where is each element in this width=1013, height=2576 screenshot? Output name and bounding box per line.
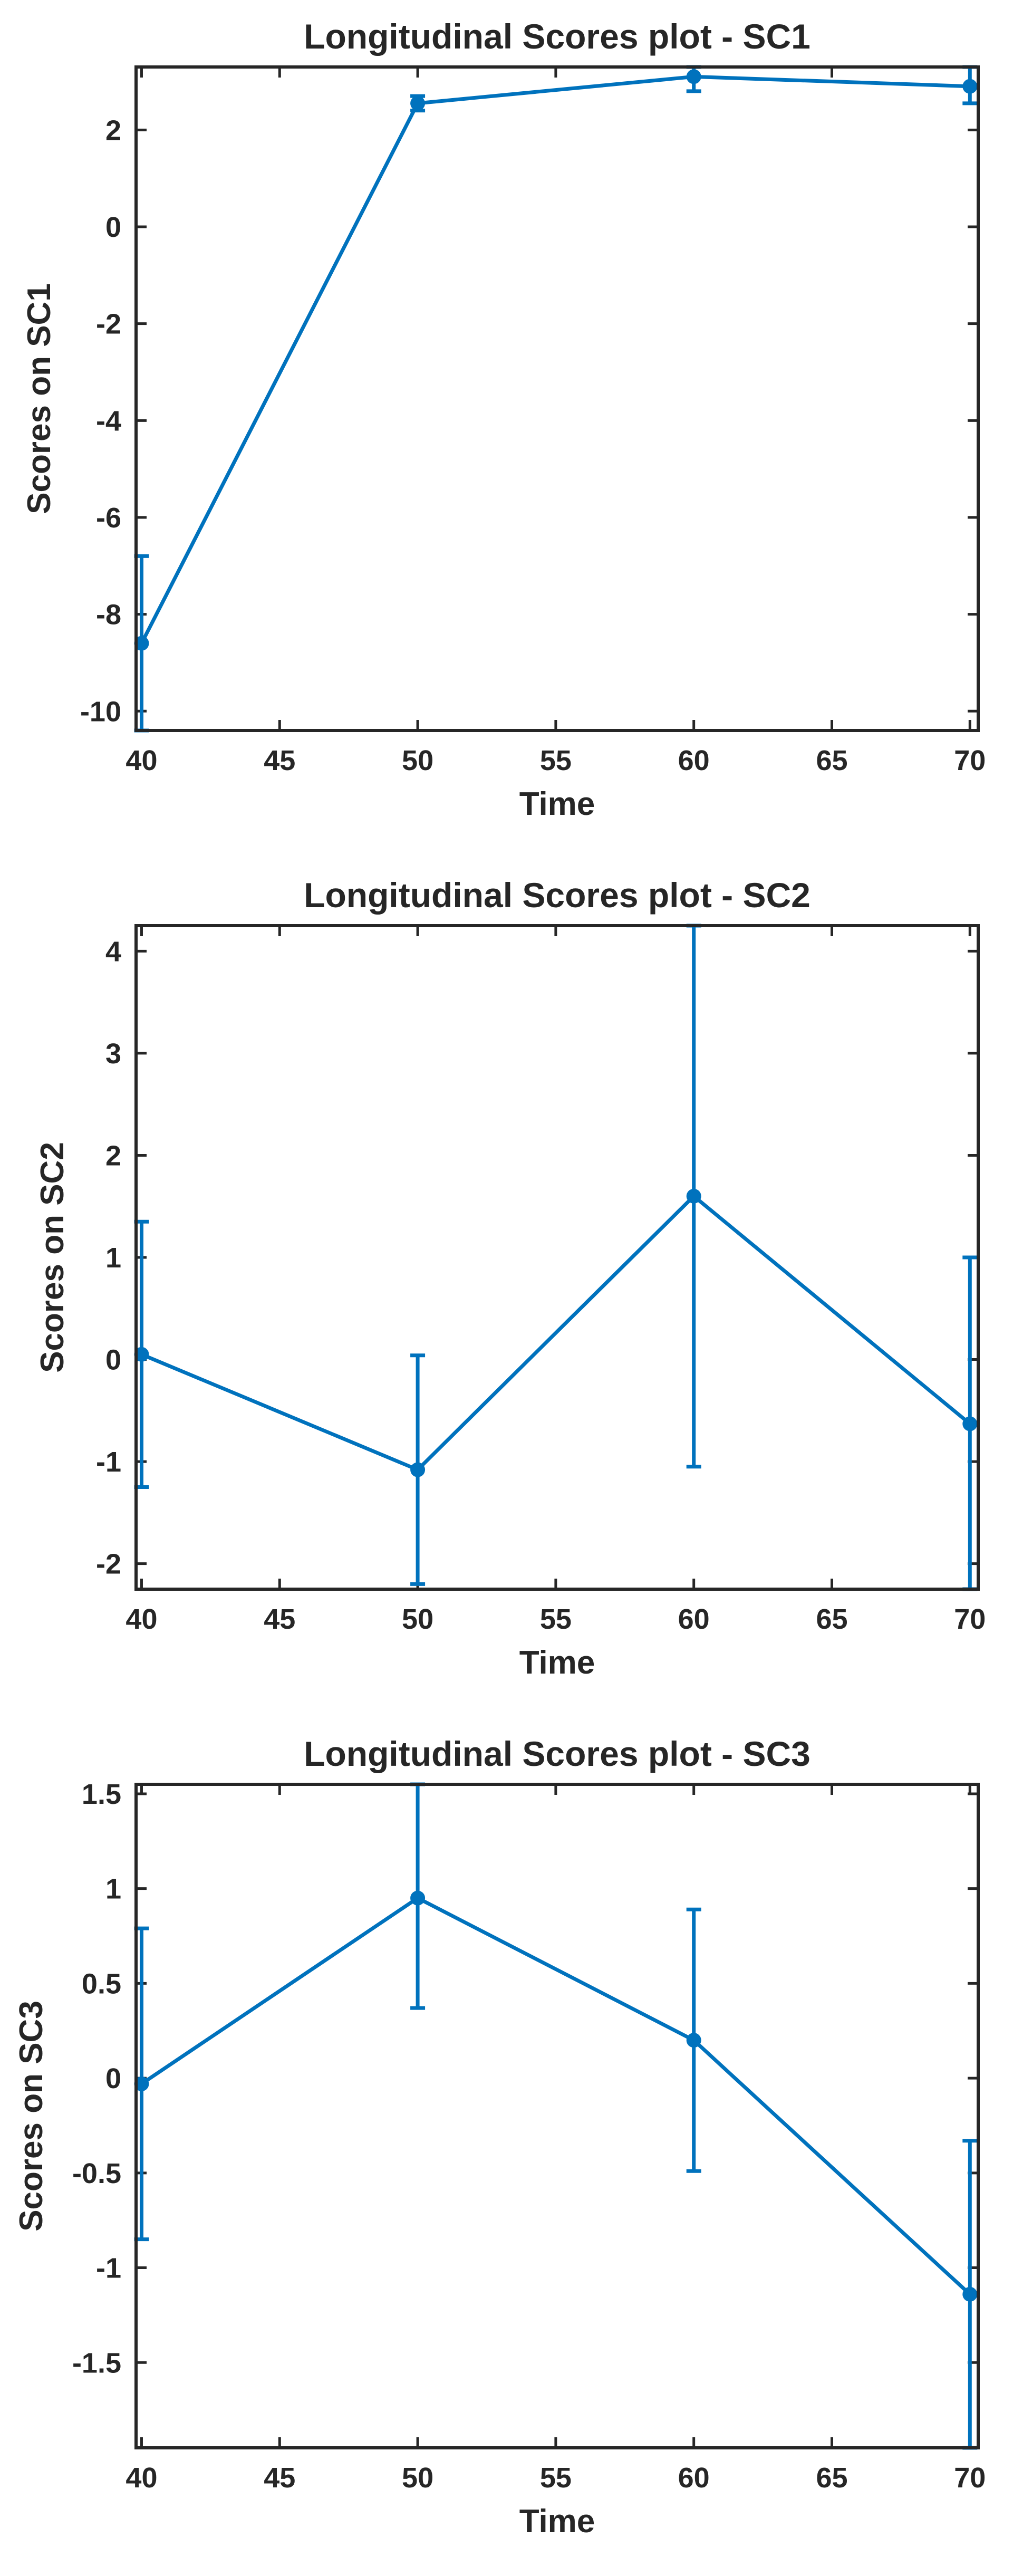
series-line: [140, 1896, 971, 2296]
x-tick-label: 70: [954, 745, 986, 776]
chart-title: Longitudinal Scores plot - SC3: [304, 1734, 811, 1773]
x-tick-label: 50: [402, 1603, 433, 1635]
plot-area-frame: [134, 1783, 980, 2449]
x-axis-label: Time: [519, 786, 595, 822]
x-tick-label: 50: [402, 2462, 433, 2494]
data-point: [134, 2076, 149, 2091]
sc2-scores-chart: Longitudinal Scores plot - SC2 Time Scores…: [34, 876, 986, 1681]
x-tick-label: 45: [264, 1603, 295, 1635]
x-tick-label: 65: [816, 745, 847, 776]
data-point: [134, 1347, 149, 1362]
data-point: [962, 1416, 978, 1431]
y-tick-label: -1: [96, 1446, 121, 1478]
x-tick-label: 70: [954, 2462, 986, 2494]
x-tick-label: 60: [678, 745, 710, 776]
data-point: [962, 2286, 978, 2302]
x-tick-label: 40: [126, 2462, 157, 2494]
plot-area-frame: [134, 65, 980, 732]
x-tick-label: 40: [126, 745, 157, 776]
data-point: [410, 1890, 426, 1906]
x-tick-label: 45: [264, 2462, 295, 2494]
x-tick-label: 60: [678, 1603, 710, 1635]
x-tick-label: 55: [540, 745, 572, 776]
y-tick-label: -4: [96, 405, 121, 437]
x-tick-label: 60: [678, 2462, 710, 2494]
y-tick-label: 0.5: [82, 1968, 121, 2000]
chart-title: Longitudinal Scores plot - SC1: [304, 17, 811, 56]
chart-title: Longitudinal Scores plot - SC2: [304, 876, 811, 915]
y-tick-label: 3: [105, 1038, 121, 1070]
y-tick-label: 2: [105, 1140, 121, 1171]
x-tick-label: 55: [540, 1603, 572, 1635]
y-tick-label: 0: [105, 2063, 121, 2094]
y-tick-label: -10: [80, 696, 121, 727]
sc1-scores-chart: Longitudinal Scores plot - SC1 Time Scores…: [21, 17, 986, 822]
x-axis-label: Time: [519, 1645, 595, 1681]
y-tick-label: 0: [105, 1344, 121, 1376]
y-tick-label: 2: [105, 114, 121, 146]
x-tick-label: 45: [264, 745, 295, 776]
y-tick-label: -1.5: [72, 2347, 121, 2379]
y-tick-label: -2: [96, 309, 121, 340]
x-tick-label: 70: [954, 1603, 986, 1635]
series-line: [141, 1194, 971, 1472]
x-tick-label: 55: [540, 2462, 572, 2494]
data-point: [686, 1188, 701, 1204]
y-tick-label: -2: [96, 1549, 121, 1580]
y-tick-label: 0: [105, 212, 121, 243]
x-tick-label: 65: [816, 2462, 847, 2494]
x-tick-label: 50: [402, 745, 433, 776]
y-tick-label: -6: [96, 502, 121, 534]
x-tick-label: 65: [816, 1603, 847, 1635]
plot-area-frame: [134, 924, 980, 1591]
data-point: [686, 2033, 701, 2048]
data-point: [410, 1462, 426, 1477]
y-tick-label: 1: [105, 1873, 121, 1905]
y-axis-label: Scores on SC3: [13, 2001, 50, 2232]
series-line: [140, 74, 970, 645]
y-tick-label: -0.5: [72, 2158, 121, 2189]
y-tick-label: 1.5: [82, 1779, 121, 1810]
data-point: [686, 69, 701, 84]
y-axis-label: Scores on SC1: [21, 283, 57, 514]
y-axis-label: Scores on SC2: [34, 1142, 71, 1373]
data-point: [962, 79, 978, 94]
sc3-scores-chart: Longitudinal Scores plot - SC3 Time Scores…: [13, 1734, 986, 2540]
y-tick-label: 1: [105, 1242, 121, 1274]
x-tick-label: 40: [126, 1603, 157, 1635]
x-axis-label: Time: [519, 2503, 595, 2540]
data-point: [410, 95, 426, 111]
y-tick-label: -8: [96, 599, 121, 631]
y-tick-label: 4: [105, 936, 121, 967]
data-point: [134, 636, 149, 651]
y-tick-label: -1: [96, 2253, 121, 2284]
